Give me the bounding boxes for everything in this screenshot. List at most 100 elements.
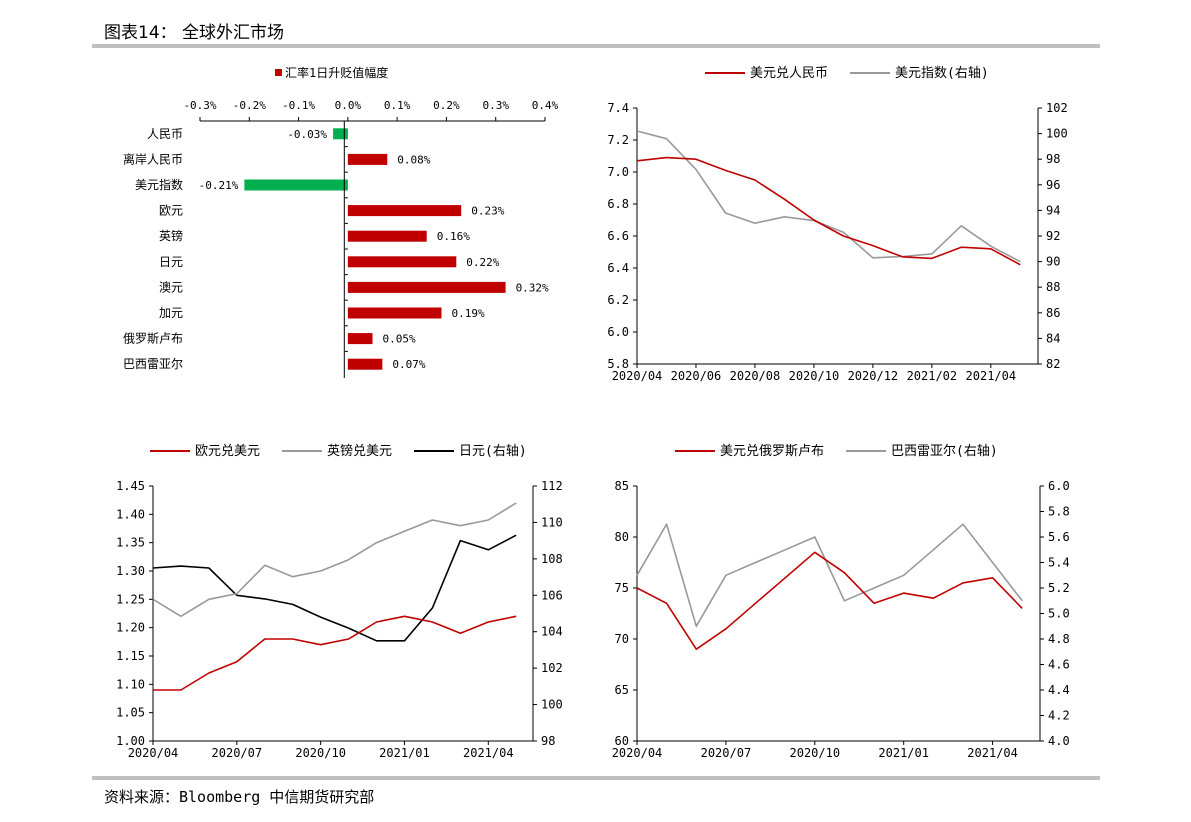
series-line-0 [153, 615, 517, 691]
legend-label-0: 欧元兑美元 [195, 444, 260, 459]
x-tick-label: 2020/07 [212, 746, 263, 760]
right-tick-label: 108 [541, 552, 563, 566]
legend-label-0: 美元兑俄罗斯卢布 [720, 443, 824, 459]
right-tick-label: 98 [541, 734, 555, 748]
left-tick-label: 7.2 [607, 133, 629, 147]
legend-label-2: 日元(右轴) [459, 444, 527, 459]
value-label: 0.19% [452, 307, 485, 320]
series-line-2 [152, 534, 517, 642]
category-label: 巴西雷亚尔 [123, 356, 183, 371]
right-tick-label: 102 [1046, 101, 1068, 115]
x-tick-label: 2020/04 [612, 746, 663, 760]
category-label: 人民币 [147, 127, 183, 141]
x-tick-label: 2020/06 [671, 369, 722, 383]
left-tick-label: 6.4 [607, 261, 629, 275]
legend-label-1: 美元指数(右轴) [895, 66, 989, 81]
x-tick-label: 0.1% [384, 99, 411, 112]
right-tick-label: 100 [541, 698, 563, 712]
bar-5 [347, 256, 457, 268]
right-tick-label: 4.8 [1048, 632, 1070, 646]
series-line-1 [636, 130, 1021, 263]
right-tick-label: 96 [1046, 178, 1060, 192]
category-label: 英镑 [159, 228, 183, 243]
right-tick-label: 4.2 [1048, 709, 1070, 723]
bar-2 [244, 179, 348, 191]
eur-gbp-jpy-line-chart: 欧元兑美元 英镑兑美元 日元(右轴) 1.00 1.05 1.10 1.15 1.20 1.2… [116, 443, 563, 760]
x-tick-label: 2020/08 [730, 369, 781, 383]
right-tick-label: 4.6 [1048, 658, 1070, 672]
x-tick-label: 2020/04 [612, 369, 663, 383]
value-label: 0.16% [437, 230, 470, 243]
right-tick-label: 6.0 [1048, 479, 1070, 493]
category-label: 澳元 [159, 280, 183, 294]
value-label: 0.23% [471, 205, 504, 218]
right-tick-label: 88 [1046, 280, 1060, 294]
x-tick-label: 0.3% [482, 99, 509, 112]
left-tick-label: 7.4 [607, 101, 629, 115]
usdcny-dxy-line-chart: 美元兑人民币 美元指数(右轴) 5.8 6.0 6.2 6.4 6.6 6.8 7.0 7.2 7… [607, 66, 1068, 383]
left-tick-label: 1.35 [116, 536, 145, 550]
bar-3 [347, 205, 462, 217]
x-tick-label: 2021/04 [966, 369, 1017, 383]
x-tick-label: 2020/12 [848, 369, 899, 383]
x-tick-label: 2021/04 [463, 746, 514, 760]
value-label: 0.08% [397, 153, 430, 166]
right-tick-label: 104 [541, 625, 563, 639]
category-label: 离岸人民币 [123, 151, 183, 166]
left-tick-label: 7.0 [607, 165, 629, 179]
left-tick-label: 80 [615, 530, 629, 544]
right-tick-label: 102 [541, 661, 563, 675]
left-tick-label: 85 [615, 479, 629, 493]
rub-brl-line-chart: 美元兑俄罗斯卢布 巴西雷亚尔(右轴) 60 65 70 75 80 85 4.0 4.2 4.4 4… [612, 443, 1070, 760]
left-tick-label: 1.10 [116, 677, 145, 691]
right-tick-label: 86 [1046, 306, 1060, 320]
left-tick-label: 6.0 [607, 325, 629, 339]
value-label: 0.07% [392, 358, 425, 371]
x-tick-label: -0.1% [282, 99, 315, 112]
left-tick-label: 6.6 [607, 229, 629, 243]
right-tick-label: 5.2 [1048, 581, 1070, 595]
value-label: -0.21% [199, 179, 239, 192]
x-tick-label: 2021/04 [967, 746, 1018, 760]
right-tick-label: 5.4 [1048, 556, 1070, 570]
left-tick-label: 5.8 [607, 357, 629, 371]
x-tick-label: 0.2% [433, 99, 460, 112]
x-tick-label: 2021/02 [907, 369, 958, 383]
bar-7 [347, 307, 442, 319]
legend-swatch-fx-change [275, 69, 282, 76]
right-tick-label: 106 [541, 588, 563, 602]
left-tick-label: 1.05 [116, 706, 145, 720]
x-tick-label: -0.3% [183, 99, 216, 112]
bottom-divider [92, 776, 1100, 780]
x-tick-label: 2020/04 [128, 746, 179, 760]
x-tick-label: 2020/10 [789, 369, 840, 383]
series-line-1 [636, 523, 1023, 627]
source-note: 资料来源：Bloomberg 中信期货研究部 [104, 788, 375, 806]
left-tick-label: 6.8 [607, 197, 629, 211]
right-tick-label: 84 [1046, 331, 1060, 345]
left-tick-label: 1.20 [116, 621, 145, 635]
right-tick-label: 100 [1046, 127, 1068, 141]
series-line-1 [152, 502, 517, 618]
x-tick-label: 2020/07 [701, 746, 752, 760]
x-tick-label: 2021/01 [379, 746, 430, 760]
bar-8 [347, 333, 373, 345]
right-tick-label: 5.6 [1048, 530, 1070, 544]
legend-label-1: 英镑兑美元 [327, 443, 392, 459]
page-title: 图表14： 全球外汇市场 [104, 23, 285, 43]
left-tick-label: 75 [615, 581, 629, 595]
series-line-0 [636, 156, 1021, 266]
legend-label-0: 美元兑人民币 [750, 66, 828, 81]
right-tick-label: 5.8 [1048, 505, 1070, 519]
value-label: 0.32% [516, 281, 549, 294]
category-label: 日元 [159, 255, 183, 269]
right-tick-label: 4.0 [1048, 734, 1070, 748]
legend-label-fx-change: 汇率1日升贬值幅度 [285, 65, 388, 80]
bar-9 [347, 358, 383, 370]
legend-label-1: 巴西雷亚尔(右轴) [891, 444, 998, 459]
category-label: 美元指数 [135, 177, 183, 192]
left-tick-label: 1.25 [116, 592, 145, 606]
right-tick-label: 112 [541, 479, 563, 493]
left-tick-label: 70 [615, 632, 629, 646]
category-label: 加元 [159, 306, 183, 320]
